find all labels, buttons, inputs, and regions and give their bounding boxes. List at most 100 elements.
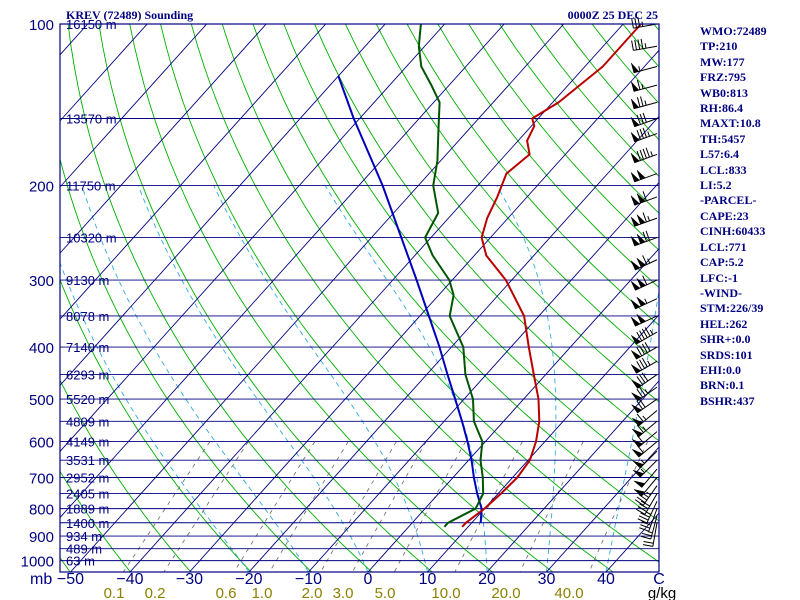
index-item: CAP:5.2 bbox=[700, 255, 744, 270]
isotherm bbox=[189, 49, 659, 572]
wind-barb bbox=[630, 96, 658, 110]
wind-barb bbox=[637, 501, 658, 524]
plot-frame bbox=[59, 23, 660, 573]
index-item: TH:5457 bbox=[700, 131, 746, 146]
mixing-ratio-label: 1.0 bbox=[252, 585, 273, 600]
height-label: 7140 m bbox=[66, 340, 109, 355]
pressure-label: 300 bbox=[29, 273, 54, 290]
chart-title: KREV (72489) Sounding bbox=[66, 8, 194, 22]
index-item: TP:210 bbox=[700, 39, 738, 54]
wind-barb bbox=[631, 38, 658, 51]
height-label: 9130 m bbox=[66, 273, 109, 288]
dry-adiabat bbox=[60, 278, 252, 572]
wind-barb bbox=[630, 230, 658, 247]
pressure-label: 200 bbox=[29, 179, 54, 196]
pressure-unit-label: mb bbox=[30, 571, 52, 588]
mixing-ratio-label: 0.2 bbox=[145, 585, 166, 600]
isotherm bbox=[427, 314, 659, 572]
mixing-ratio-label: 5.0 bbox=[375, 585, 396, 600]
isotherm bbox=[367, 247, 659, 572]
isotherm bbox=[0, 24, 28, 572]
index-item: WMO:72489 bbox=[700, 24, 767, 38]
moist-adiabat bbox=[137, 185, 369, 572]
mixing-ratio-line bbox=[588, 441, 649, 572]
height-label: 6293 m bbox=[66, 368, 109, 383]
dry-adiabat bbox=[314, 24, 659, 442]
mixing-ratio-line bbox=[352, 441, 427, 572]
moist-adiabat bbox=[213, 185, 428, 572]
dry-adiabat bbox=[468, 24, 659, 251]
wind-barb bbox=[630, 112, 658, 128]
wind-barb bbox=[630, 342, 658, 360]
mixing-ratio-line bbox=[454, 441, 523, 572]
index-item: FRZ:795 bbox=[700, 70, 746, 85]
wind-barb bbox=[631, 398, 658, 414]
isotherm bbox=[60, 24, 267, 254]
height-label: 11750 m bbox=[66, 179, 116, 194]
wind-barb bbox=[630, 191, 658, 206]
height-label: 10320 m bbox=[66, 231, 117, 246]
height-label: 5520 m bbox=[66, 392, 109, 407]
wind-barb bbox=[630, 296, 658, 310]
temperature-tick: −20 bbox=[235, 571, 262, 588]
wind-barb bbox=[631, 17, 658, 29]
wind-barb bbox=[630, 212, 658, 227]
index-item: BRN:0.1 bbox=[700, 378, 745, 393]
wind-barb bbox=[632, 459, 658, 478]
dry-adiabat bbox=[60, 470, 131, 572]
temperature-tick: −50 bbox=[57, 571, 84, 588]
mixing-ratio-unit: g/kg bbox=[648, 585, 676, 600]
height-label: 1400 m bbox=[66, 516, 109, 531]
height-label: 63 m bbox=[66, 554, 95, 569]
temperature-tick: −10 bbox=[295, 571, 322, 588]
index-item: LCL:833 bbox=[700, 162, 747, 177]
temperature-tick: 30 bbox=[538, 571, 556, 588]
isotherm bbox=[60, 24, 505, 519]
mixing-ratio-line bbox=[163, 441, 249, 572]
parcel-trace bbox=[337, 75, 483, 523]
grid-layer bbox=[0, 24, 659, 572]
height-label: 489 m bbox=[66, 542, 102, 557]
wind-barb bbox=[631, 372, 658, 389]
temperature-tick: 20 bbox=[478, 571, 496, 588]
height-label: 2952 m bbox=[66, 471, 109, 486]
dewpoint-trace bbox=[417, 24, 485, 528]
mixing-ratio-line bbox=[519, 441, 584, 572]
wind-barb bbox=[631, 420, 658, 438]
wind-barb bbox=[630, 127, 658, 143]
moist-adiabat bbox=[81, 185, 309, 572]
wind-barb bbox=[631, 410, 658, 427]
mixing-ratio-label: 2.0 bbox=[302, 585, 323, 600]
index-item: CINH:60433 bbox=[700, 224, 766, 239]
height-label: 2405 m bbox=[66, 487, 109, 502]
isotherm bbox=[60, 24, 386, 387]
isotherm bbox=[60, 24, 208, 188]
wind-barb bbox=[632, 450, 658, 469]
pressure-label: 500 bbox=[29, 392, 54, 409]
wind-barb bbox=[630, 275, 658, 291]
wind-barb bbox=[639, 508, 658, 532]
index-item: STM:226/39 bbox=[700, 301, 764, 316]
mixing-ratio-line bbox=[393, 441, 466, 572]
wind-barb bbox=[630, 357, 658, 374]
dry-adiabat bbox=[60, 157, 312, 572]
mixing-ratio-line bbox=[123, 441, 211, 572]
index-item: LCL:771 bbox=[700, 239, 747, 254]
wind-barb bbox=[630, 62, 658, 74]
index-item: SHR+:0.0 bbox=[700, 332, 751, 347]
dry-adiabat bbox=[67, 24, 373, 572]
index-item: RH:86.4 bbox=[700, 101, 743, 116]
mixing-ratio-label: 0.1 bbox=[104, 585, 125, 600]
height-label: 4149 m bbox=[66, 435, 109, 450]
wind-barb bbox=[630, 79, 658, 92]
pressure-label: 900 bbox=[29, 529, 54, 546]
dry-adiabat bbox=[283, 24, 659, 482]
temperature-tick: 0 bbox=[364, 571, 373, 588]
isotherm bbox=[546, 446, 659, 572]
pressure-label: 1000 bbox=[21, 554, 54, 571]
pressure-label: 600 bbox=[29, 435, 54, 452]
height-label: 934 m bbox=[66, 529, 102, 544]
dry-adiabat bbox=[129, 24, 493, 572]
height-label: 8078 m bbox=[66, 309, 109, 324]
